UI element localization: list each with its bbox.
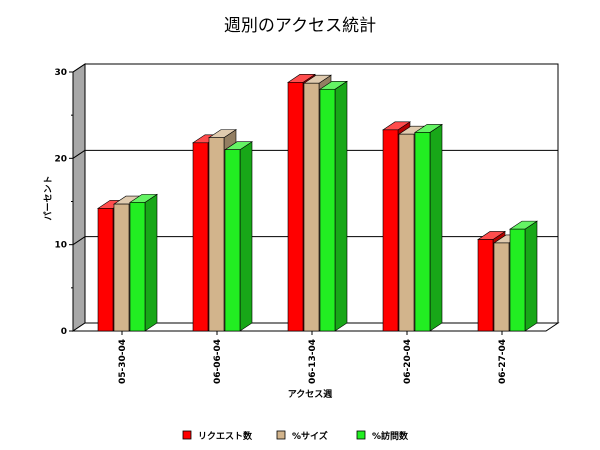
legend-label: %訪問数: [372, 430, 409, 442]
gridline-depth: [72, 149, 86, 159]
bar-front: [319, 88, 336, 332]
legend-item: リクエスト数: [182, 430, 253, 442]
x-axis-label: アクセス週: [288, 389, 334, 400]
x-ticks: 05-30-04 06-06-04 06-13-04 06-20-04 06-27-04: [118, 331, 508, 384]
y-tick-label: 10: [54, 241, 67, 251]
bar-front: [287, 82, 304, 332]
gridline-depth: [72, 63, 86, 73]
x-tick-label: 06-06-04: [213, 339, 223, 384]
bar-front: [382, 129, 399, 332]
bar-side: [334, 80, 348, 332]
bar-front: [129, 202, 146, 332]
legend-item: %サイズ: [276, 430, 328, 442]
bar-front: [97, 208, 114, 332]
legend-label: リクエスト数: [198, 430, 253, 442]
x-tick-label: 06-20-04: [403, 339, 413, 384]
bar-front: [113, 203, 130, 332]
bar: [319, 80, 348, 332]
legend-swatch: [182, 430, 192, 440]
bar: [224, 141, 253, 332]
legend-label: %サイズ: [292, 430, 328, 442]
bar-side: [239, 141, 253, 332]
chart-title: 週別のアクセス統計: [224, 16, 376, 36]
y-tick-label: 30: [54, 68, 67, 78]
legend: リクエスト数 %サイズ %訪問数: [182, 430, 409, 442]
bar: [129, 193, 158, 332]
bar: [414, 123, 443, 332]
left-wall: [72, 63, 86, 332]
gridline-depth: [72, 236, 86, 246]
x-tick-label: 05-30-04: [118, 339, 128, 384]
y-tick-label: 0: [61, 327, 67, 337]
bar-front: [477, 239, 494, 332]
y-ticks: 0 10 20 30: [54, 68, 73, 337]
x-tick-label: 06-27-04: [498, 339, 508, 384]
bar: [509, 220, 538, 332]
x-tick-label: 06-13-04: [308, 339, 318, 384]
bar-front: [224, 149, 241, 332]
bars: [97, 73, 538, 332]
bar-front: [414, 132, 431, 332]
legend-item: %訪問数: [356, 430, 409, 442]
y-axis-label: パーセント: [42, 175, 54, 220]
bar-front: [398, 133, 415, 332]
legend-swatch: [356, 430, 366, 440]
bar-front: [509, 228, 526, 332]
bar-front: [192, 142, 209, 332]
bar-front: [208, 137, 225, 332]
bar-side: [524, 220, 538, 332]
bar-side: [429, 123, 443, 332]
legend-swatch: [276, 430, 286, 440]
bar-side: [144, 193, 158, 332]
bar-front: [493, 242, 510, 332]
y-tick-label: 20: [54, 154, 67, 164]
bar-front: [303, 82, 320, 332]
